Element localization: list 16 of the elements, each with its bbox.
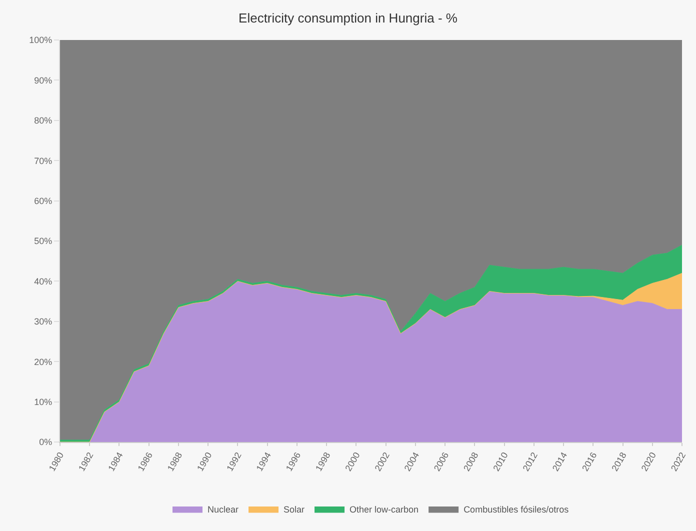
- y-tick-label: 70%: [34, 156, 52, 166]
- y-tick-label: 100%: [29, 35, 52, 46]
- y-tick-label: 10%: [34, 396, 52, 407]
- legend-label: Nuclear: [208, 504, 239, 514]
- y-tick-label: 20%: [34, 356, 52, 367]
- y-tick-label: 30%: [34, 316, 52, 327]
- legend-label: Combustibles fósiles/otros: [464, 504, 570, 514]
- y-tick-label: 90%: [34, 75, 52, 86]
- legend-label: Solar: [284, 504, 305, 514]
- y-tick-label: 60%: [34, 196, 52, 206]
- y-tick-label: 0%: [39, 437, 52, 448]
- chart-title: Electricity consumption in Hungria - %: [238, 10, 458, 26]
- y-tick-label: 80%: [34, 116, 52, 126]
- legend-label: Other low-carbon: [350, 504, 419, 514]
- y-tick-label: 50%: [34, 236, 52, 246]
- y-tick-label: 40%: [34, 276, 52, 286]
